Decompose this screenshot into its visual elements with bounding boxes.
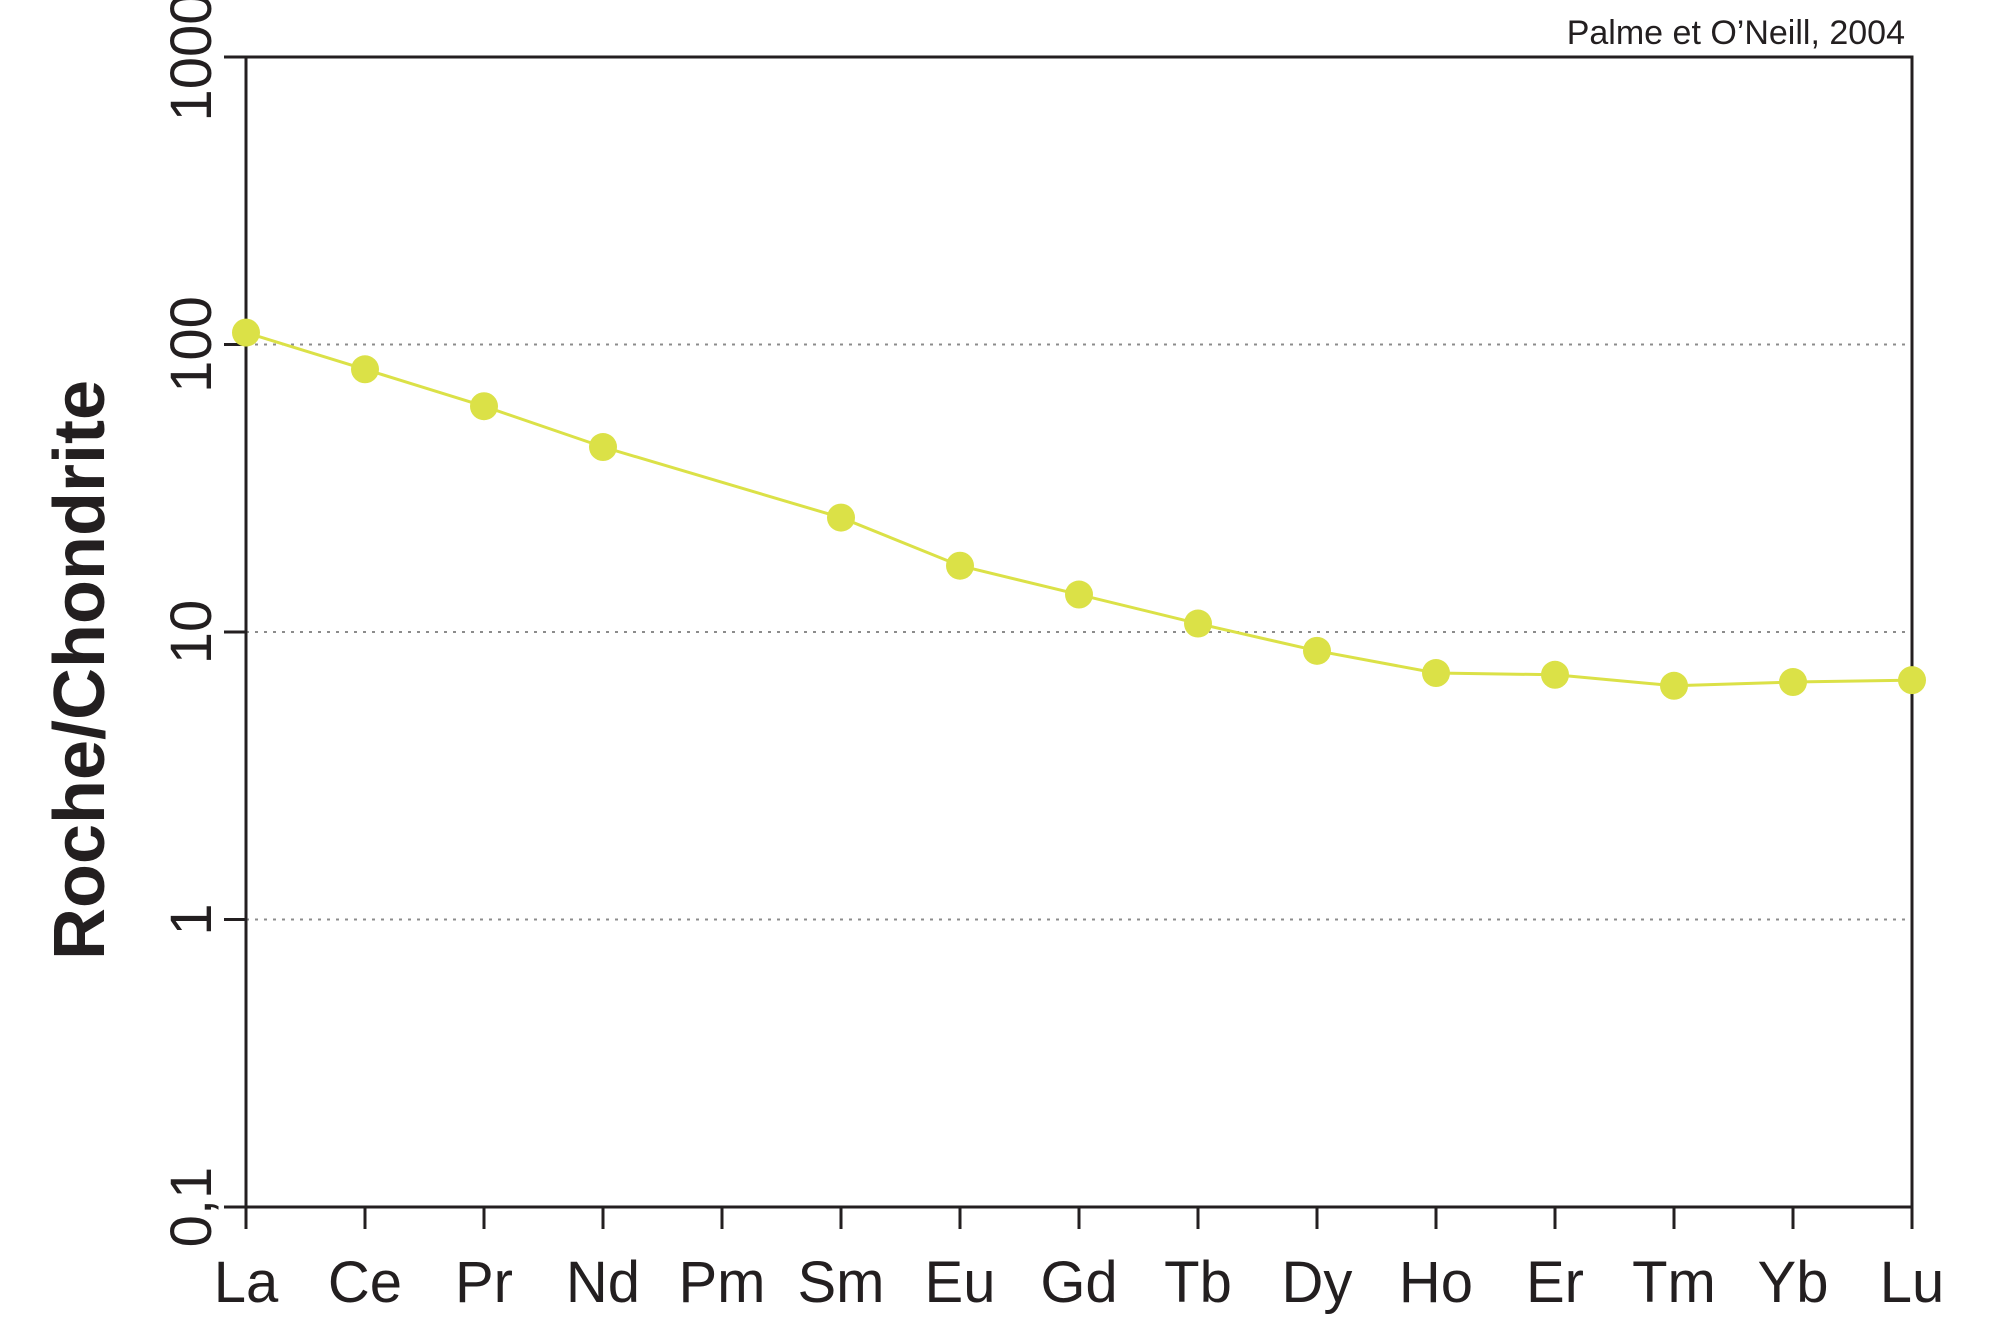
y-axis-label: Roche/Chondrite [40,380,120,960]
x-tick-label-14: Lu [1880,1250,1945,1315]
data-point-Pr [470,392,498,421]
data-point-Eu [946,551,974,580]
data-point-Dy [1303,636,1331,665]
data-point-Ce [351,355,379,384]
x-tick-label-11: Er [1526,1250,1584,1315]
grid-lines [246,343,1912,921]
y-tick-label-4: 1000 [159,0,224,122]
x-tick-label-0: La [214,1250,279,1315]
y-tick-label-3: 100 [159,296,224,393]
x-tick-label-9: Dy [1282,1250,1353,1315]
data-point-Lu [1898,666,1926,695]
x-tick-label-6: Eu [925,1250,996,1315]
plot-frame [244,55,1914,1209]
x-tick-label-13: Yb [1758,1250,1829,1315]
y-tick-label-0: 0,1 [159,1167,224,1248]
x-tick-label-4: Pm [679,1250,766,1315]
y-tick-label-2: 10 [159,600,224,665]
x-tick-label-1: Ce [328,1250,402,1315]
data-point-Sm [827,503,855,532]
x-tick-label-12: Tm [1632,1250,1716,1315]
x-tick-label-10: Ho [1399,1250,1473,1315]
series-layer [232,318,1926,700]
data-point-Yb [1779,668,1807,697]
x-axis-ticks: La Ce Pr Nd Pm Sm Eu Gd Tb Dy Ho Er Tm Yb Lu [214,1207,1945,1315]
x-tick-label-8: Tb [1164,1250,1232,1315]
y-tick-label-1: 1 [159,903,224,935]
data-point-La [232,318,260,347]
y-axis-ticks: 0,1 1 10 100 1000 [159,0,246,1247]
data-point-Tb [1184,609,1212,638]
x-tick-label-3: Nd [566,1250,640,1315]
data-point-Nd [589,433,617,462]
x-tick-label-7: Gd [1040,1250,1117,1315]
series-line-0 [245,331,1913,688]
source-note: Palme et O’Neill, 2004 [1567,14,1905,52]
data-point-Er [1541,660,1569,689]
x-tick-label-5: Sm [798,1250,885,1315]
x-tick-label-2: Pr [455,1250,513,1315]
data-point-Tm [1660,671,1688,700]
data-point-Ho [1422,659,1450,688]
data-point-Gd [1065,580,1093,609]
